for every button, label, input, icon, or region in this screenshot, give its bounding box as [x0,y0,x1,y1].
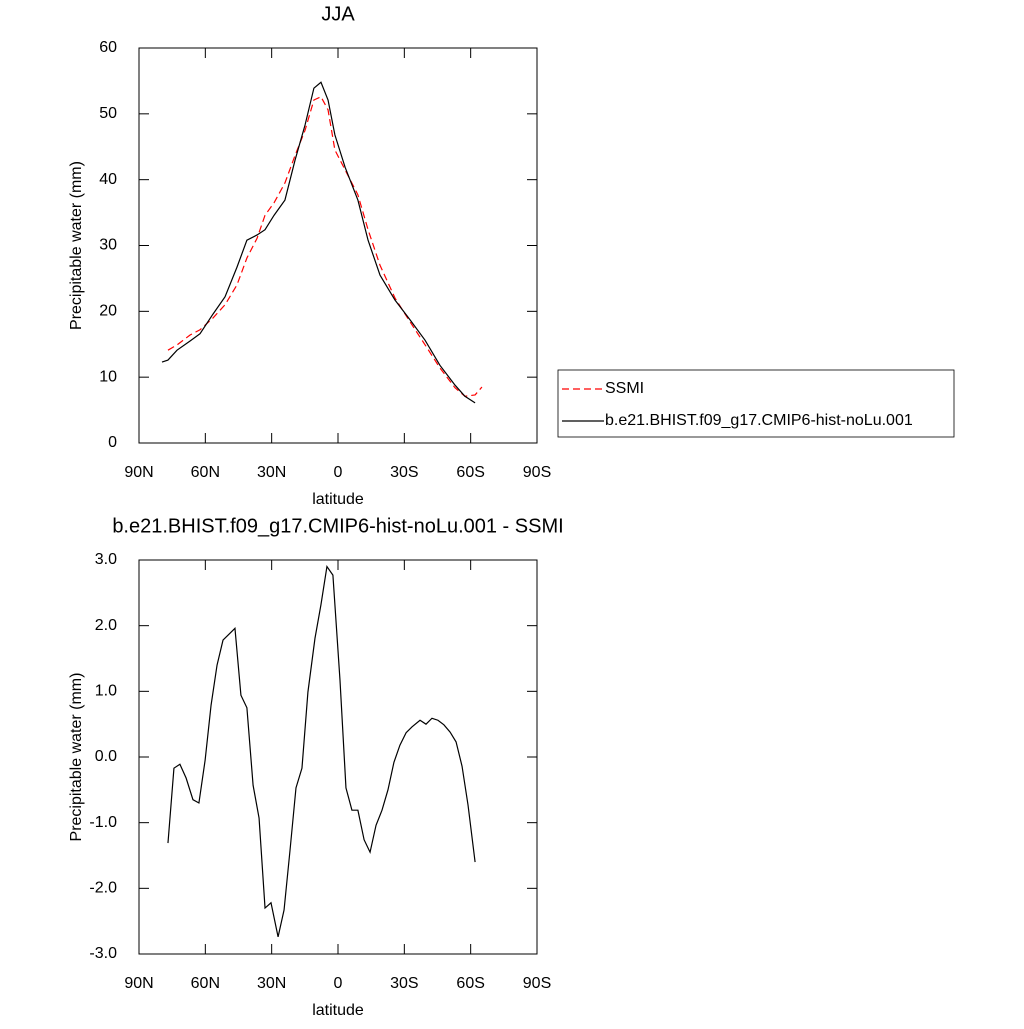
data-line [167,95,483,397]
x-tick-label: 60S [456,464,484,481]
x-tick-label: 90N [124,975,153,992]
x-tick-label: 60N [191,975,220,992]
x-tick-label: 30N [257,975,286,992]
x-tick-label: 30N [257,464,286,481]
plot-frame [138,47,538,444]
x-tick-label: 90S [523,975,551,992]
y-tick-label: 50 [99,105,117,122]
chart-title: b.e21.BHIST.f09_g17.CMIP6-hist-noLu.001 … [112,515,563,537]
x-tick-label: 90N [124,464,153,481]
y-tick-label: 0 [108,434,117,451]
x-tick-label: 30S [390,975,418,992]
x-tick-label: 60S [456,975,484,992]
y-tick-label: 30 [99,237,117,254]
legend-label: SSMI [605,380,644,397]
y-tick-label: 3.0 [95,551,117,568]
y-tick-label: 0.0 [95,748,117,765]
y-tick-label: -2.0 [89,880,117,897]
y-tick-label: 40 [99,171,117,188]
y-tick-label: -1.0 [89,814,117,831]
legend-box [557,369,955,438]
y-axis-label: Precipitable water (mm) [68,161,85,330]
y-axis-label: Precipitable water (mm) [68,673,85,842]
legend-label: b.e21.BHIST.f09_g17.CMIP6-hist-noLu.001 [605,412,913,429]
x-tick-label: 60N [191,464,220,481]
data-line [167,565,476,938]
data-line [161,81,476,404]
x-tick-label: 90S [523,464,551,481]
chart-title: JJA [321,3,355,25]
y-tick-label: -3.0 [89,945,117,962]
x-tick-label: 0 [334,464,343,481]
y-tick-label: 10 [99,368,117,385]
x-axis-label: latitude [312,491,364,508]
plot-frame [138,559,538,955]
y-tick-label: 20 [99,303,117,320]
x-tick-label: 30S [390,464,418,481]
x-axis-label: latitude [312,1002,364,1019]
y-tick-label: 2.0 [95,617,117,634]
x-tick-label: 0 [334,975,343,992]
y-tick-label: 60 [99,39,117,56]
y-tick-label: 1.0 [95,683,117,700]
